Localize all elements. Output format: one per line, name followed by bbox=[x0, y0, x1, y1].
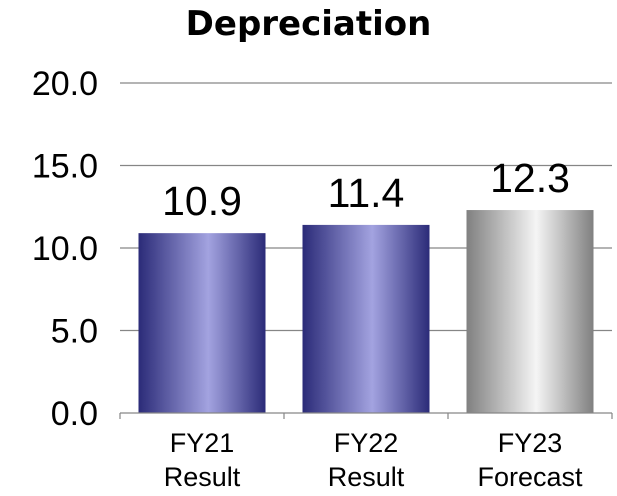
data-label: 10.9 bbox=[162, 178, 242, 224]
bar-fy22 bbox=[302, 224, 430, 413]
y-tick-label: 20.0 bbox=[32, 65, 98, 103]
y-tick-label: 10.0 bbox=[32, 230, 98, 268]
y-tick-label: 0.0 bbox=[51, 395, 98, 433]
x-tick-label: FY22 bbox=[334, 428, 399, 458]
x-tick-label: Forecast bbox=[477, 462, 583, 492]
bar-fy23 bbox=[466, 210, 594, 413]
data-label: 11.4 bbox=[328, 170, 405, 216]
x-tick-label: FY23 bbox=[498, 428, 563, 458]
bar-fy21 bbox=[138, 233, 266, 413]
x-tick-label: Result bbox=[164, 462, 241, 492]
chart-title: Depreciation bbox=[185, 4, 432, 44]
x-tick-label: Result bbox=[328, 462, 405, 492]
data-label: 12.3 bbox=[490, 155, 570, 201]
y-tick-label: 15.0 bbox=[32, 148, 98, 186]
x-tick-label: FY21 bbox=[170, 428, 235, 458]
y-tick-label: 5.0 bbox=[51, 313, 98, 351]
